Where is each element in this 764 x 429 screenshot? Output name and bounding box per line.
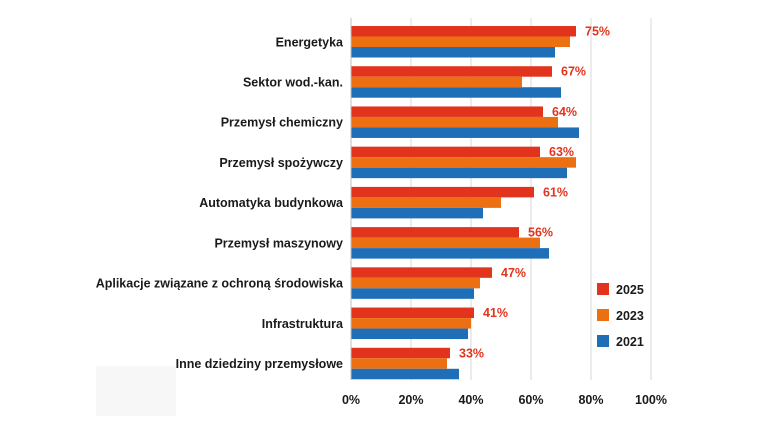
bar-2025-7	[351, 307, 474, 319]
bar-2021-7	[351, 328, 468, 340]
legend-label-2025: 2025	[616, 283, 644, 297]
bar-2023-2	[351, 116, 558, 128]
x-tick-label-1: 20%	[398, 393, 423, 407]
category-label-8: Inne dziedziny przemysłowe	[176, 357, 343, 371]
data-label-0: 75%	[585, 25, 610, 39]
bar-2025-2	[351, 106, 543, 117]
bar-2023-4	[351, 197, 501, 208]
data-label-4: 61%	[543, 185, 568, 199]
x-tick-label-5: 100%	[635, 393, 667, 407]
legend-label-2021: 2021	[616, 335, 644, 349]
legend-swatch-2023	[597, 309, 609, 321]
category-label-1: Sektor wod.-kan.	[243, 75, 343, 89]
category-label-3: Przemysł spożywczy	[219, 156, 343, 170]
legend-swatch-2021	[597, 335, 609, 347]
x-tick-label-3: 60%	[518, 393, 543, 407]
data-label-1: 67%	[561, 65, 586, 79]
x-tick-label-4: 80%	[578, 393, 603, 407]
data-label-8: 33%	[459, 346, 484, 360]
bar-2021-6	[351, 288, 474, 299]
bar-2025-5	[351, 227, 519, 238]
bar-2023-5	[351, 237, 540, 249]
bar-2023-1	[351, 76, 522, 88]
bar-2025-8	[351, 347, 450, 359]
watermark-box	[96, 366, 176, 416]
data-label-5: 56%	[528, 226, 553, 240]
bar-2021-8	[351, 368, 459, 380]
category-label-0: Energetyka	[276, 35, 344, 49]
bar-2023-8	[351, 358, 447, 369]
legend-label-2023: 2023	[616, 309, 644, 323]
legend-swatch-2025	[597, 283, 609, 295]
x-tick-label-0: 0%	[342, 393, 360, 407]
bar-2025-4	[351, 186, 534, 198]
data-label-7: 41%	[483, 306, 508, 320]
bar-2025-6	[351, 267, 492, 278]
bar-2021-0	[351, 47, 555, 58]
bar-2021-5	[351, 248, 549, 259]
bar-2021-4	[351, 207, 483, 219]
bar-2021-3	[351, 167, 567, 179]
data-label-6: 47%	[501, 266, 526, 280]
bar-2025-1	[351, 66, 552, 77]
bar-2025-0	[351, 26, 576, 37]
bar-2023-7	[351, 318, 471, 329]
x-tick-label-2: 40%	[458, 393, 483, 407]
data-label-3: 63%	[549, 145, 574, 159]
bar-2025-3	[351, 146, 540, 158]
bar-2023-0	[351, 36, 570, 47]
category-label-7: Infrastruktura	[262, 317, 344, 331]
category-label-4: Automatyka budynkowa	[199, 196, 344, 210]
data-label-2: 64%	[552, 105, 577, 119]
category-label-5: Przemysł maszynowy	[214, 236, 343, 250]
category-label-2: Przemysł chemiczny	[221, 116, 343, 130]
category-label-6: Aplikacje związane z ochroną środowiska	[96, 277, 344, 291]
bar-2023-6	[351, 277, 480, 289]
bar-2023-3	[351, 157, 576, 168]
bar-2021-2	[351, 127, 579, 138]
bar-2021-1	[351, 87, 561, 98]
